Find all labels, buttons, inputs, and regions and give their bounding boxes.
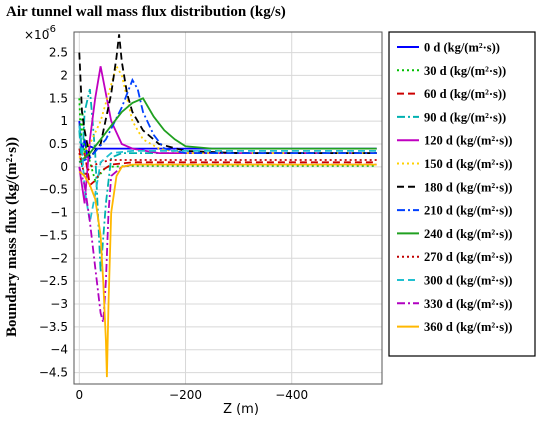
series-lines [78, 34, 377, 378]
y-tick-label-13: 2 [60, 68, 68, 82]
legend-box [388, 31, 536, 357]
x-tick-label-0: 0 [75, 388, 83, 402]
x-axis-label: Z (m) [223, 402, 259, 417]
y-tick-label-5: −2 [50, 251, 68, 265]
legend-label-10: 300 d (kg/(m²·s)) [424, 274, 512, 288]
y-multiplier-base: ×10 [24, 28, 49, 42]
chart-title: Air tunnel wall mass flux distribution (… [6, 4, 286, 20]
series-line-6 [78, 34, 377, 160]
series-line-10 [78, 125, 377, 222]
legend-label-8: 240 d (kg/(m²·s)) [424, 227, 512, 241]
legend-label-0: 0 d (kg/(m²·s)) [424, 41, 500, 55]
series-line-2 [78, 148, 377, 187]
legend-label-7: 210 d (kg/(m²·s)) [424, 204, 512, 218]
grid-lines [74, 32, 382, 384]
legend-label-2: 60 d (kg/(m²·s)) [424, 87, 506, 101]
y-tick-label-9: 0 [60, 160, 68, 174]
y-multiplier-exponent: -6 [46, 24, 56, 35]
y-tick-labels: −4.5 −4 −3.5 −3 −2.5 −2 −1.5 −1 −0.5 0 0.5 1 1.5 2 2.5 [39, 46, 68, 380]
y-tick-label-6: −1.5 [39, 228, 68, 242]
y-tick-label-14: 2.5 [49, 46, 68, 60]
y-tick-label-4: −2.5 [39, 274, 68, 288]
y-tick-label-12: 1.5 [49, 91, 68, 105]
series-line-12 [78, 163, 377, 378]
legend-label-6: 180 d (kg/(m²·s)) [424, 180, 512, 194]
y-tick-label-1: −4 [50, 343, 68, 357]
series-line-11 [78, 163, 377, 323]
x-tick-label-1: −200 [169, 388, 202, 402]
legend-label-12: 360 d (kg/(m²·s)) [424, 320, 512, 334]
legend-label-9: 270 d (kg/(m²·s)) [424, 250, 512, 264]
x-tick-label-2: −400 [275, 388, 308, 402]
y-tick-label-7: −1 [50, 206, 68, 220]
y-axis-multiplier: ×10 -6 [24, 24, 56, 42]
legend-label-4: 120 d (kg/(m²·s)) [424, 134, 512, 148]
legend-label-3: 90 d (kg/(m²·s)) [424, 110, 506, 124]
series-line-7 [78, 77, 377, 164]
series-line-8 [78, 97, 377, 163]
y-tick-label-0: −4.5 [39, 366, 68, 380]
series-line-5 [78, 64, 377, 159]
y-tick-label-8: −0.5 [39, 183, 68, 197]
y-tick-label-11: 1 [60, 114, 68, 128]
legend-entries: 0 d (kg/(m²·s)) 30 d (kg/(m²·s)) 60 d (kg/… [397, 41, 512, 334]
x-tick-labels: 0 −200 −400 [75, 388, 308, 402]
plot-frame [73, 31, 383, 385]
legend-label-1: 30 d (kg/(m²·s)) [424, 64, 506, 78]
legend: 0 d (kg/(m²·s)) 30 d (kg/(m²·s)) 60 d (kg/… [388, 31, 536, 357]
legend-label-5: 150 d (kg/(m²·s)) [424, 157, 512, 171]
legend-label-11: 330 d (kg/(m²·s)) [424, 297, 512, 311]
y-tick-label-2: −3.5 [39, 320, 68, 334]
y-tick-label-3: −3 [50, 297, 68, 311]
y-axis-label: Boundary mass flux (kg/(m²·s)) [4, 137, 20, 337]
y-tick-label-10: 0.5 [49, 137, 68, 151]
series-line-3 [78, 88, 377, 273]
